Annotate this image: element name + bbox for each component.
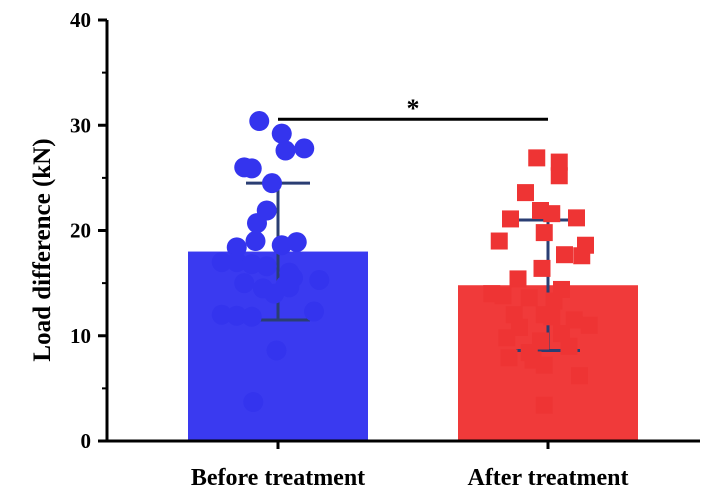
data-point-before-treatment	[241, 158, 262, 179]
data-point-after-treatment	[500, 349, 518, 367]
data-point-after-treatment	[535, 224, 553, 242]
data-point-after-treatment	[568, 209, 585, 227]
data-point-after-treatment	[560, 337, 578, 355]
axes-layer: 0 10 20 30 40 Before treatment After treatment	[70, 8, 700, 491]
data-point-after-treatment	[509, 270, 527, 288]
data-point-after-treatment	[528, 149, 546, 167]
data-point-after-treatment	[580, 316, 598, 334]
data-point-before-treatment	[275, 140, 296, 161]
data-point-after-treatment	[543, 205, 561, 223]
y-tick-label: 30	[70, 113, 91, 137]
y-tick-label: 40	[70, 8, 91, 32]
data-point-after-treatment	[490, 232, 508, 250]
data-point-before-treatment	[286, 232, 307, 253]
data-point-before-treatment	[271, 235, 292, 256]
data-point-before-treatment	[266, 340, 287, 361]
data-point-before-treatment	[249, 111, 270, 132]
data-point-after-treatment	[545, 292, 563, 310]
data-point-after-treatment	[550, 153, 568, 171]
x-tick-label: Before treatment	[191, 465, 365, 491]
significance-label: *	[407, 94, 420, 123]
data-point-after-treatment	[573, 247, 591, 265]
data-point-after-treatment	[535, 396, 553, 414]
y-axis-title: Load difference (kN)	[29, 138, 56, 361]
data-point-before-treatment	[309, 269, 330, 290]
data-point-after-treatment	[498, 329, 516, 347]
data-point-before-treatment	[211, 252, 232, 273]
data-point-after-treatment	[520, 289, 538, 307]
data-point-before-treatment	[226, 237, 247, 258]
data-point-after-treatment	[517, 184, 534, 202]
data-point-after-treatment	[556, 246, 573, 264]
data-point-before-treatment	[294, 138, 315, 159]
data-point-before-treatment	[243, 392, 264, 413]
data-point-before-treatment	[304, 301, 324, 322]
data-point-before-treatment	[226, 305, 247, 326]
data-point-before-treatment	[211, 304, 232, 325]
data-point-before-treatment	[279, 277, 300, 298]
data-point-before-treatment	[234, 273, 255, 294]
y-tick-label: 20	[70, 219, 91, 243]
data-point-before-treatment	[247, 213, 267, 234]
data-point-before-treatment	[256, 256, 277, 277]
data-point-before-treatment	[264, 283, 285, 304]
data-point-before-treatment	[271, 123, 292, 144]
data-point-before-treatment	[262, 173, 282, 194]
data-point-after-treatment	[550, 167, 568, 185]
data-point-before-treatment	[245, 231, 266, 252]
data-point-after-treatment	[571, 367, 588, 385]
data-point-after-treatment	[533, 259, 551, 277]
data-point-after-treatment	[565, 311, 583, 329]
x-tick-label: After treatment	[467, 465, 628, 491]
data-point-before-treatment	[226, 252, 247, 273]
data-point-after-treatment	[494, 287, 512, 305]
data-point-before-treatment	[241, 306, 262, 327]
data-point-after-treatment	[543, 308, 561, 326]
points-layer	[211, 111, 598, 414]
y-tick-label: 0	[81, 429, 92, 453]
data-point-after-treatment	[502, 210, 519, 228]
data-point-after-treatment	[535, 356, 553, 374]
y-tick-label: 10	[70, 324, 91, 348]
significance-layer: *	[278, 94, 548, 123]
data-point-before-treatment	[241, 254, 262, 275]
